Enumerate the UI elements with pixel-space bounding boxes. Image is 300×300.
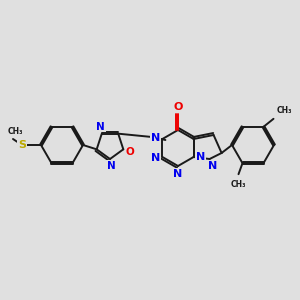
Text: N: N bbox=[196, 152, 205, 162]
Text: N: N bbox=[173, 169, 183, 179]
Text: N: N bbox=[151, 153, 160, 163]
Text: N: N bbox=[96, 122, 105, 132]
Text: O: O bbox=[126, 147, 135, 157]
Text: N: N bbox=[106, 161, 116, 171]
Text: N: N bbox=[151, 133, 160, 143]
Text: CH₃: CH₃ bbox=[8, 127, 23, 136]
Text: CH₃: CH₃ bbox=[277, 106, 292, 115]
Text: CH₃: CH₃ bbox=[231, 180, 246, 189]
Text: N: N bbox=[208, 161, 217, 171]
Text: O: O bbox=[173, 102, 183, 112]
Text: S: S bbox=[18, 140, 26, 150]
